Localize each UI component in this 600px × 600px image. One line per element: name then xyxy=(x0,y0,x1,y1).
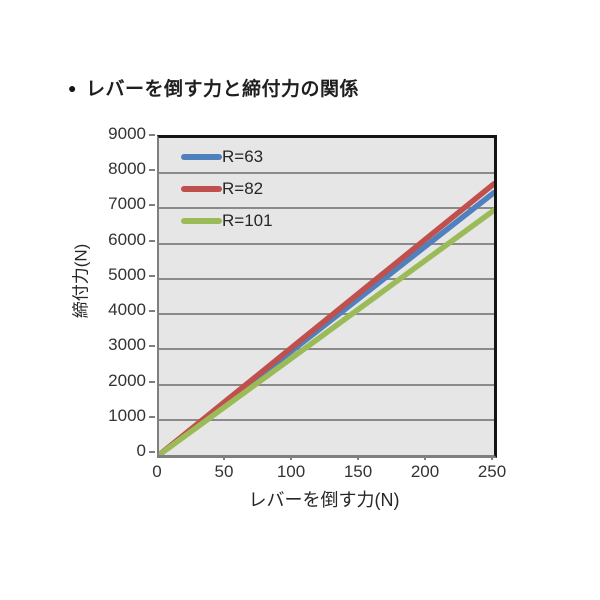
legend-row: R=63 xyxy=(181,141,273,173)
x-axis-tick-label: 100 xyxy=(276,462,306,481)
legend-label: R=101 xyxy=(222,211,273,230)
y-tick-mark xyxy=(149,169,155,172)
gridline xyxy=(159,277,494,280)
x-tick-mark xyxy=(491,455,493,460)
gridline xyxy=(159,383,494,386)
legend-row: R=101 xyxy=(181,205,273,237)
x-axis-tick-label: 50 xyxy=(214,462,234,481)
legend-marker-r63 xyxy=(181,154,222,160)
y-axis-tick-label: 6000 xyxy=(108,229,146,249)
legend-row: R=82 xyxy=(181,173,273,205)
x-tick-mark xyxy=(223,455,225,460)
x-tick-mark xyxy=(424,455,426,460)
y-tick-mark xyxy=(149,345,155,348)
gridline xyxy=(159,172,494,175)
y-tick-mark xyxy=(149,380,155,383)
y-tick-mark xyxy=(149,239,155,242)
legend-label: R=63 xyxy=(222,147,264,166)
y-tick-mark xyxy=(149,274,155,277)
y-tick-mark xyxy=(149,310,155,313)
legend-marker-r82 xyxy=(181,186,222,192)
y-axis-tick-label: 4000 xyxy=(108,300,146,320)
x-axis-tick-label: 250 xyxy=(477,462,507,481)
chart-title-text: レバーを倒す力と締付力の関係 xyxy=(85,79,359,100)
y-axis-tick-label: 1000 xyxy=(108,405,146,425)
plot-area: R=63 R=82 R=101 xyxy=(157,135,497,458)
x-tick-mark xyxy=(290,455,292,460)
y-axis-tick-label: 8000 xyxy=(108,159,146,179)
legend-marker-r101 xyxy=(181,218,222,224)
gridline xyxy=(159,348,494,351)
y-axis-tick-label: 9000 xyxy=(108,124,146,143)
x-axis-tick-label: 0 xyxy=(152,462,162,481)
x-axis-tick-label: 150 xyxy=(343,462,373,481)
gridline xyxy=(159,313,494,316)
y-tick-mark xyxy=(149,134,155,136)
gridline xyxy=(159,242,494,245)
y-axis-tick-label: 2000 xyxy=(108,370,146,390)
y-tick-mark xyxy=(149,415,155,418)
y-axis-tick-label: 0 xyxy=(136,441,146,460)
y-axis-tick-label: 5000 xyxy=(108,264,146,284)
x-axis-title: レバーを倒す力(N) xyxy=(248,490,400,510)
legend-label: R=82 xyxy=(222,179,264,198)
chart-title: ● レバーを倒す力と締付力の関係 xyxy=(68,74,359,101)
y-axis-tick-label: 7000 xyxy=(108,194,146,214)
x-tick-mark xyxy=(357,455,359,460)
y-axis-tick-label: 3000 xyxy=(108,335,146,355)
legend: R=63 R=82 R=101 xyxy=(181,141,273,237)
x-axis-tick-label: 200 xyxy=(410,462,440,481)
gridline xyxy=(159,207,494,210)
title-bullet-icon: ● xyxy=(68,79,77,96)
series-line-r82 xyxy=(159,181,494,455)
series-line-r101 xyxy=(159,207,494,455)
gridline xyxy=(159,418,494,421)
y-tick-mark xyxy=(149,204,155,207)
data-series-lines xyxy=(159,181,494,455)
y-tick-mark xyxy=(149,451,155,453)
